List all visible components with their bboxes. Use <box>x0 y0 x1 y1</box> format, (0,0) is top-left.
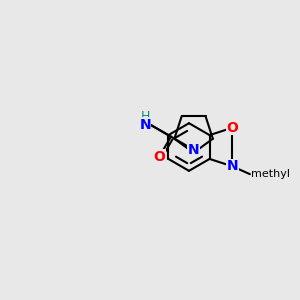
Text: H: H <box>140 110 150 123</box>
Text: O: O <box>153 150 165 164</box>
Text: O: O <box>226 121 238 135</box>
Text: methyl: methyl <box>251 169 290 179</box>
Text: N: N <box>188 143 200 157</box>
Text: N: N <box>226 159 238 173</box>
Text: N: N <box>140 118 151 132</box>
Text: N: N <box>188 143 200 157</box>
